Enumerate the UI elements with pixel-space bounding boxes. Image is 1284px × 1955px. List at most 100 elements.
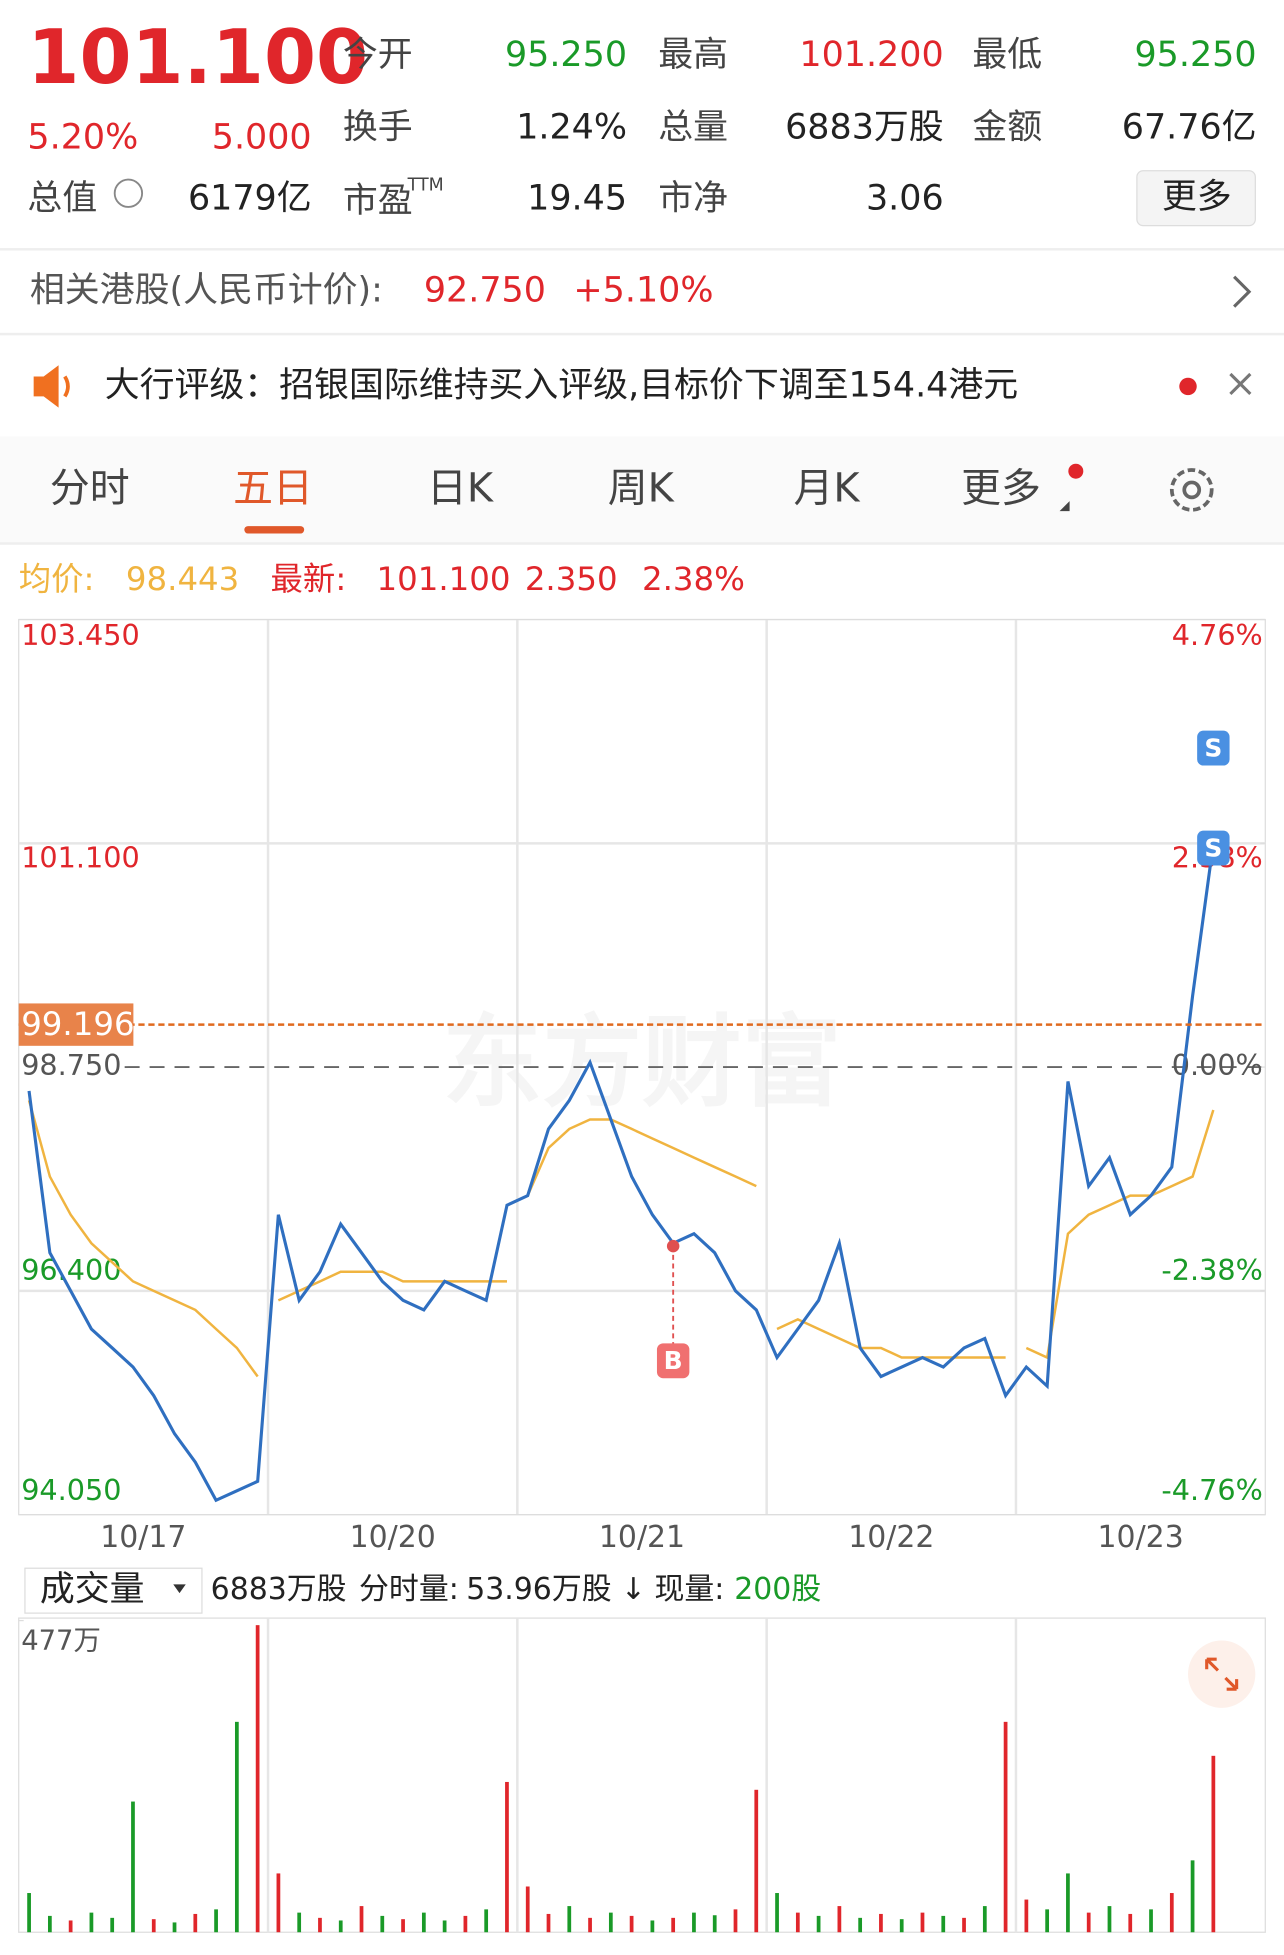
volume-frame bbox=[18, 1617, 1266, 1933]
price-marker-box bbox=[18, 1003, 134, 1046]
divider bbox=[0, 542, 1284, 545]
x-tick-label: 10/20 bbox=[350, 1520, 436, 1555]
volume-bar bbox=[1107, 1906, 1112, 1933]
change-pct: 5.20% bbox=[27, 117, 138, 157]
volume-bar bbox=[1190, 1860, 1195, 1933]
pb-label: 市净 bbox=[658, 178, 728, 218]
volume-bar bbox=[1128, 1913, 1133, 1933]
pe-label: 市盈 bbox=[343, 181, 413, 221]
tab[interactable]: 五日 bbox=[233, 466, 313, 512]
volume-bar bbox=[276, 1873, 281, 1933]
x-tick-label: 10/21 bbox=[599, 1520, 685, 1555]
field-label: 最低 bbox=[972, 35, 1042, 75]
volume-bar bbox=[525, 1886, 530, 1933]
volume-bar bbox=[442, 1920, 447, 1933]
volume-bar bbox=[816, 1915, 821, 1933]
cap-label: 总值 bbox=[27, 178, 97, 218]
tab[interactable]: 日K bbox=[427, 466, 494, 512]
volume-bar bbox=[401, 1919, 405, 1933]
volume-bar bbox=[982, 1906, 987, 1933]
volume-arrow: ↓ bbox=[621, 1572, 646, 1607]
volume-tick: 53.96万股 bbox=[466, 1572, 611, 1607]
speaker-icon bbox=[33, 365, 59, 408]
volume-bar bbox=[546, 1913, 551, 1933]
y-tick-label: 94.050 bbox=[21, 1473, 121, 1507]
close-icon[interactable] bbox=[1229, 372, 1252, 396]
volume-bar bbox=[1024, 1899, 1029, 1933]
trade-badge bbox=[656, 1343, 690, 1379]
field-label: 换手 bbox=[343, 107, 413, 147]
expand-icon[interactable] bbox=[1205, 1657, 1239, 1691]
volume-bar bbox=[47, 1915, 52, 1933]
volume-bar bbox=[151, 1919, 156, 1933]
y-tick-label: 101.100 bbox=[21, 841, 140, 875]
legend-pct: 2.38% bbox=[642, 560, 745, 598]
volume-bar bbox=[110, 1917, 115, 1933]
pe-sup: TTM bbox=[407, 176, 444, 196]
field-label: 总量 bbox=[658, 107, 728, 147]
volume-bar bbox=[297, 1912, 302, 1933]
info-icon[interactable] bbox=[113, 178, 144, 208]
volume-bar bbox=[858, 1917, 863, 1933]
volume-bar bbox=[837, 1906, 842, 1933]
volume-bar bbox=[27, 1893, 31, 1933]
volume-bar bbox=[692, 1912, 696, 1933]
y2-tick-label: -4.76% bbox=[1161, 1473, 1262, 1507]
volume-bar bbox=[359, 1906, 364, 1933]
change: 5.000 bbox=[212, 117, 312, 157]
volume-bar bbox=[1066, 1873, 1070, 1933]
trade-label: S bbox=[1204, 733, 1222, 762]
settings-icon-core[interactable] bbox=[1182, 480, 1202, 500]
hk-pct: +5.10% bbox=[573, 271, 713, 311]
volume-bar bbox=[172, 1922, 177, 1933]
tab[interactable]: 周K bbox=[608, 466, 675, 512]
avg-line bbox=[1025, 1109, 1215, 1360]
divider bbox=[0, 332, 1284, 336]
volume-bar bbox=[712, 1915, 717, 1933]
volume-now: 200股 bbox=[734, 1572, 821, 1607]
x-tick-label: 10/17 bbox=[100, 1520, 186, 1555]
pe: 19.45 bbox=[527, 178, 627, 218]
volume-bar bbox=[89, 1912, 94, 1933]
y-tick-label: 96.400 bbox=[21, 1253, 121, 1287]
trade-badge bbox=[1197, 830, 1230, 866]
last-price: 101.100 bbox=[27, 14, 368, 101]
hk-label: 相关港股(人民币计价): bbox=[30, 271, 383, 311]
volume-select[interactable] bbox=[24, 1567, 203, 1614]
volume-bar bbox=[338, 1920, 343, 1933]
volume-bar bbox=[1149, 1909, 1153, 1933]
notice[interactable]: 大行评级：招银国际维持买入评级,目标价下调至154.4港元 bbox=[105, 365, 1018, 405]
tab-underline bbox=[244, 526, 305, 534]
volume-select-text[interactable]: 成交量 bbox=[40, 1570, 145, 1610]
divider bbox=[0, 248, 1284, 251]
more-text[interactable]: 更多 bbox=[1162, 177, 1232, 217]
volume-bar bbox=[754, 1789, 759, 1933]
field-label: 今开 bbox=[343, 35, 413, 75]
volume-bar bbox=[588, 1917, 592, 1933]
chevron[interactable] bbox=[1233, 275, 1252, 308]
legend-avg-label: 均价: bbox=[19, 560, 95, 598]
tab[interactable]: 分时 bbox=[50, 466, 130, 512]
select-arrow bbox=[173, 1584, 186, 1594]
avg-line bbox=[776, 1318, 1006, 1359]
more-button[interactable] bbox=[1136, 170, 1256, 227]
volume-now-label: 现量: bbox=[654, 1572, 724, 1607]
unread-dot bbox=[1179, 377, 1197, 396]
price-marker-label: 99.196 bbox=[21, 1005, 134, 1043]
volume-bar bbox=[1211, 1755, 1216, 1933]
expand-button[interactable] bbox=[1188, 1640, 1256, 1708]
tab[interactable]: 更多 bbox=[961, 466, 1041, 512]
avg-line bbox=[526, 1118, 757, 1197]
settings-icon[interactable] bbox=[1169, 468, 1214, 512]
tab-bar bbox=[0, 436, 1284, 544]
field-value: 67.76亿 bbox=[1122, 107, 1257, 147]
watermark: 东方财富 bbox=[443, 1004, 842, 1121]
avg-line bbox=[277, 1270, 507, 1302]
tab[interactable]: 月K bbox=[793, 466, 860, 512]
volume-tick-label: 分时量: bbox=[359, 1572, 459, 1607]
y2-tick-label: -2.38% bbox=[1161, 1253, 1262, 1287]
field-value: 101.200 bbox=[799, 35, 943, 75]
legend-last: 101.100 bbox=[376, 560, 510, 598]
